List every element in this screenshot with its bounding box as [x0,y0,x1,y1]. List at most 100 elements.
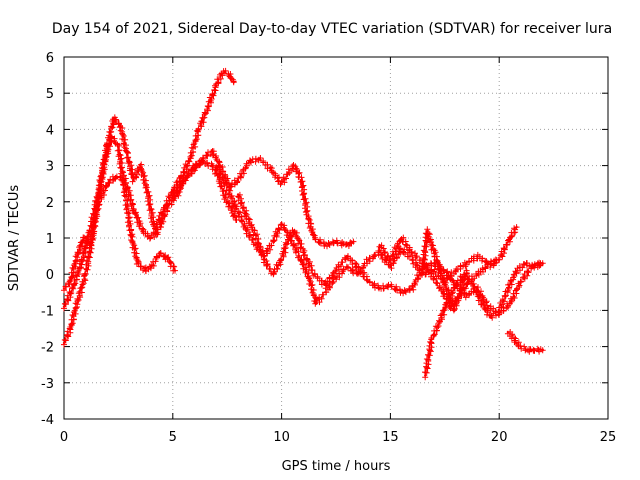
data-point [345,265,349,269]
x-tick-label: 25 [600,430,617,445]
y-tick-label: -1 [41,304,54,319]
data-point [97,189,101,193]
x-axis-label: GPS time / hours [282,459,391,474]
data-point [476,273,479,276]
data-point [454,283,457,287]
data-point [306,215,309,218]
data-point [445,301,449,305]
data-point [476,254,479,258]
data-point [323,283,327,287]
data-point [432,251,436,254]
data-point [106,142,109,146]
data-point [367,280,370,283]
series-markers [504,329,546,355]
data-point [71,287,74,290]
series-track-9 [422,260,544,381]
data-point [541,349,544,352]
data-point [202,157,205,160]
data-point [206,106,209,109]
data-point [80,262,83,265]
data-point [452,309,455,312]
data-point [167,258,170,261]
data-point [313,236,316,240]
data-point [149,236,153,240]
data-point [62,287,66,290]
data-point [88,244,92,247]
data-point [269,168,272,171]
data-point [465,294,468,298]
y-axis-label: SDTVAR / TECUs [7,185,22,292]
series-markers [152,67,237,232]
data-point [334,269,338,272]
y-tick-label: -2 [41,341,54,356]
x-tick-label: 15 [382,430,399,445]
data-point [437,323,440,327]
data-point [130,236,133,240]
data-point [162,207,166,211]
data-point [75,254,79,258]
data-point [158,251,161,254]
y-tick-label: 2 [46,196,54,211]
series-track-11 [504,329,546,355]
y-tick-label: 3 [46,160,54,175]
data-point [84,273,87,276]
data-point [443,269,446,272]
data-point [193,168,196,171]
data-point [519,280,523,283]
x-tick-label: 20 [491,430,508,445]
data-point [400,247,403,251]
data-point [280,258,283,261]
data-point [69,280,72,283]
data-point [345,244,349,247]
series-track-2 [61,114,161,312]
data-point [258,157,262,160]
data-point [171,196,174,200]
data-point [143,269,146,272]
series-markers [419,226,470,314]
data-point [506,287,510,290]
data-point [515,269,518,272]
data-point [262,258,266,261]
data-point [293,229,296,232]
data-point [306,273,309,276]
data-point [441,276,444,280]
series-track-10 [419,226,470,314]
data-point [410,251,414,254]
data-point [508,236,512,240]
data-point [424,374,427,377]
data-point [400,236,403,240]
data-point [236,211,240,214]
data-point [115,175,118,178]
data-point [138,164,142,167]
data-point [389,258,392,261]
data-point [465,262,468,265]
data-point [210,164,214,167]
data-point [271,240,275,243]
data-point [471,283,475,287]
x-tick-label: 0 [60,430,68,445]
data-point [215,164,218,167]
data-series [61,67,546,381]
data-point [524,262,527,265]
data-point [458,291,462,294]
y-tick-label: 1 [46,232,54,247]
data-point [356,265,359,269]
data-point [532,265,536,269]
data-point [493,262,497,265]
data-point [62,305,66,308]
data-point [236,193,240,196]
data-point [232,81,235,84]
data-point [432,262,436,265]
data-point [112,117,116,120]
series-track-8 [376,234,498,312]
data-point [234,218,238,222]
series-markers [169,148,357,250]
data-point [171,189,174,193]
data-point [189,157,192,160]
chart-title: Day 154 of 2021, Sidereal Day-to-day VTE… [52,21,612,37]
data-point [228,73,231,77]
data-point [215,84,218,88]
data-point [356,273,359,276]
data-point [526,349,529,352]
data-point [508,301,512,305]
